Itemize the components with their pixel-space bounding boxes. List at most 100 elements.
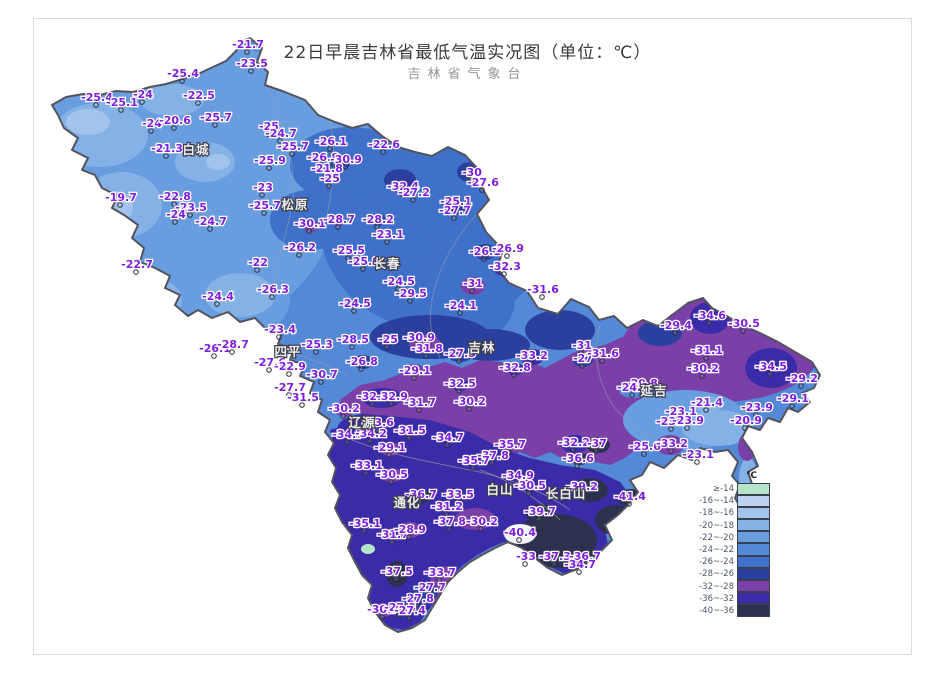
station-marker xyxy=(522,561,528,567)
station-marker xyxy=(506,449,512,455)
station-marker xyxy=(117,202,123,208)
station-marker xyxy=(172,219,178,225)
station-temp-label: -23.5 xyxy=(175,201,207,214)
station-marker xyxy=(276,334,282,340)
station-temp-label: -30.2 xyxy=(687,362,719,375)
station-temp-label: -32.2 xyxy=(558,436,590,449)
station-temp-label: -25 xyxy=(259,120,279,133)
station-marker xyxy=(399,191,405,197)
legend-color-swatch xyxy=(737,567,770,580)
station-marker xyxy=(229,349,235,355)
station-marker xyxy=(380,149,386,155)
station-temp-label: -26.1 xyxy=(469,245,501,258)
station-marker xyxy=(481,256,487,262)
station-temp-label: -24.4 xyxy=(202,290,234,303)
station-temp-label: -25.1 xyxy=(106,96,138,109)
legend-color-swatch xyxy=(737,506,770,520)
legend-row: -26~-24 xyxy=(642,555,770,568)
station-marker xyxy=(452,206,458,212)
station-marker xyxy=(478,526,484,532)
station-temp-label: -24 xyxy=(142,117,162,130)
station-temp-label: -25.7 xyxy=(277,140,309,153)
legend-range-label: -24~-22 xyxy=(699,545,734,556)
station-temp-label: -23.1 xyxy=(682,448,714,461)
station-temp-label: -34.2 xyxy=(355,427,387,440)
station-marker xyxy=(335,224,341,230)
station-temp-label: -28.5 xyxy=(337,333,369,346)
station-marker xyxy=(340,413,346,419)
station-marker xyxy=(342,164,348,170)
station-marker xyxy=(286,392,292,398)
station-marker xyxy=(254,267,260,273)
station-temp-label: -32.4 xyxy=(387,180,419,193)
station-temp-label: -36.6 xyxy=(562,452,594,465)
station-marker xyxy=(528,360,534,366)
station-temp-label: -29.4 xyxy=(660,319,692,332)
station-marker xyxy=(489,460,495,466)
station-temp-label: -27.7 xyxy=(414,581,446,594)
station-temp-label: -30.1 xyxy=(294,217,326,230)
station-temp-label: -29.1 xyxy=(777,392,809,405)
station-temp-label: -39.7 xyxy=(524,505,556,518)
station-marker xyxy=(416,407,422,413)
city-label: 白城 xyxy=(182,142,209,157)
station-marker xyxy=(344,439,350,445)
station-marker xyxy=(579,363,585,369)
station-temp-label: -28.2 xyxy=(362,213,394,226)
station-temp-label: -30.2 xyxy=(454,395,486,408)
station-temp-label: -27.6 xyxy=(254,356,286,369)
station-temp-label: -27.5 xyxy=(444,347,476,360)
station-temp-label: -29.1 xyxy=(374,441,406,454)
station-temp-label: -22.5 xyxy=(183,89,215,102)
station-marker xyxy=(384,239,390,245)
station-marker xyxy=(277,138,283,144)
station-temp-label: -25.9 xyxy=(254,154,286,167)
station-temp-label: -31.5 xyxy=(394,424,426,437)
station-marker xyxy=(684,425,690,431)
stations-layer: -21.7-23.5-25.4-25.4-25.1-24 -22.5-24-20.… xyxy=(80,37,819,621)
station-marker xyxy=(360,266,366,272)
station-temp-label: -25.9 xyxy=(348,255,380,268)
legend-color-swatch xyxy=(737,482,770,495)
station-marker xyxy=(411,375,417,381)
station-marker xyxy=(417,499,423,505)
station-marker xyxy=(626,501,632,507)
station-marker xyxy=(576,569,582,575)
station-marker xyxy=(93,102,99,108)
station-marker xyxy=(358,366,364,372)
station-marker xyxy=(286,371,292,377)
station-marker xyxy=(641,451,647,457)
station-marker xyxy=(396,612,402,618)
station-temp-label: -30.2 xyxy=(466,515,498,528)
station-marker xyxy=(581,561,587,567)
station-temp-label: -41.4 xyxy=(614,490,646,503)
station-temp-label: -22.7 xyxy=(121,258,153,271)
station-marker xyxy=(379,614,385,620)
station-temp-label: -33.2 xyxy=(656,437,688,450)
city-label: 四平 xyxy=(274,344,301,359)
station-marker xyxy=(244,49,250,55)
station-marker xyxy=(384,344,390,350)
legend-color-swatch xyxy=(737,519,770,532)
map-title: 22日早晨吉林省最低气温实况图（单位：℃） xyxy=(283,43,652,63)
station-temp-label: -27.6 xyxy=(467,176,499,189)
station-marker xyxy=(179,78,185,84)
station-marker xyxy=(451,215,457,221)
station-temp-label: -35.1 xyxy=(349,517,381,530)
station-temp-label: -34.7 xyxy=(332,428,364,441)
station-temp-label: -27.7 xyxy=(274,381,306,394)
station-marker xyxy=(446,526,452,532)
legend-range-label: -22~-20 xyxy=(699,532,734,543)
station-marker xyxy=(570,447,576,453)
station-temp-label: -24 xyxy=(166,208,186,221)
temperature-legend: ℃ ≥-14 -16~-14 -18~-16 -20~-18 -22~-20 -24~-2… xyxy=(642,471,770,617)
station-marker xyxy=(407,298,413,304)
station-temp-label: -31.5 xyxy=(287,391,319,404)
station-temp-label: -34.6 xyxy=(694,309,726,322)
station-marker xyxy=(318,379,324,385)
station-temp-label: -32.9 xyxy=(376,390,408,403)
station-marker xyxy=(374,427,380,433)
station-temp-label: -37.5 xyxy=(381,565,413,578)
station-temp-label: -31.6 xyxy=(527,283,559,296)
